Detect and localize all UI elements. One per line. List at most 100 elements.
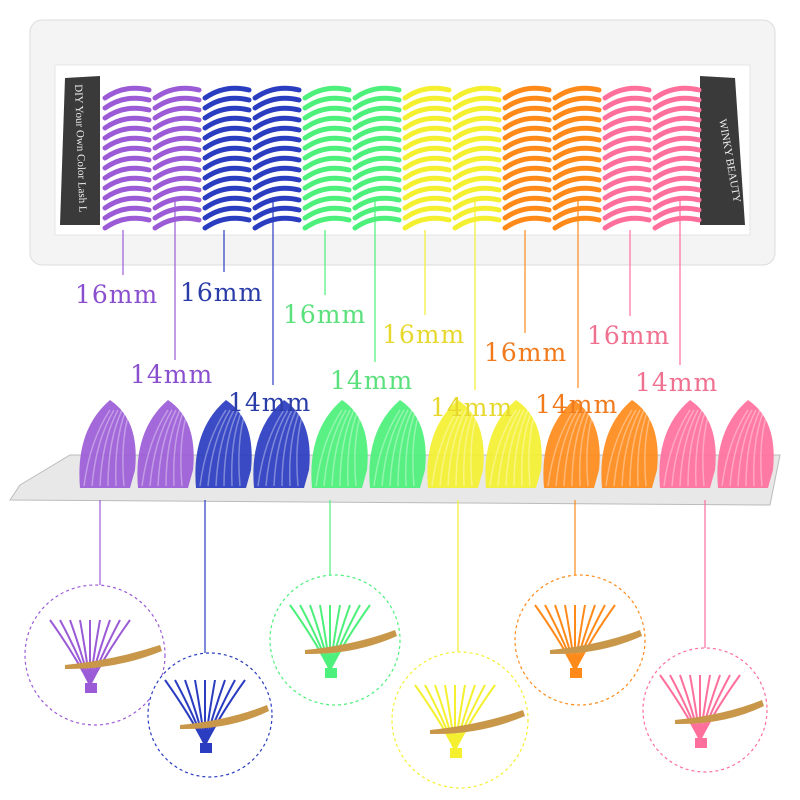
tray-lash-row — [602, 85, 652, 101]
lash-fiber — [455, 409, 471, 487]
lash-fiber — [555, 409, 579, 487]
tray-lash-row — [502, 195, 552, 211]
lash-base — [570, 668, 582, 678]
tray-lash-row — [602, 195, 652, 211]
tray-left-card — [60, 76, 100, 225]
tray-lash-row — [102, 205, 152, 221]
lash-fiber — [462, 409, 475, 487]
strip-lash-cluster — [311, 400, 368, 488]
tray-lash-row — [252, 95, 302, 111]
tray-lash-row — [352, 135, 402, 151]
length-label-14-purple: 14mm — [130, 360, 214, 389]
lash-fiber — [389, 409, 409, 487]
lash-fiber — [702, 409, 711, 487]
tray-lash-row — [302, 125, 352, 141]
tray-lash-row — [202, 95, 252, 111]
tray-lash-row — [452, 105, 502, 121]
lash-fiber — [729, 409, 753, 487]
strip-lash-cluster — [601, 400, 658, 488]
tray-lash-row — [152, 135, 202, 151]
tray-lash-row — [652, 165, 702, 181]
tray-lash-row — [452, 155, 502, 171]
tray-lash-row — [352, 145, 402, 161]
tray-lash-row — [352, 125, 402, 141]
strip-lash-cluster — [253, 400, 310, 488]
lash-fiber — [207, 409, 231, 487]
tweezers-icon — [180, 705, 269, 730]
lash-fiber — [613, 409, 637, 487]
tray-lash-row — [402, 85, 452, 101]
tray-lash-row — [352, 215, 402, 231]
tray-lash-row — [202, 85, 252, 101]
strip-lash-cluster — [485, 400, 542, 488]
tray-lash-row — [552, 165, 602, 181]
tray-lash-row — [602, 215, 652, 231]
tray-lash-row — [152, 215, 202, 231]
tweezers-icon — [675, 700, 764, 725]
tray-lash-row — [652, 95, 702, 111]
tray-lash-row — [502, 185, 552, 201]
tray-lash-row — [152, 185, 202, 201]
length-label-16-blue: 16mm — [180, 278, 264, 307]
tray-lash-row — [102, 115, 152, 131]
tray-lash-row — [652, 105, 702, 121]
tray-lash-row — [452, 205, 502, 221]
tray-lash-row — [552, 135, 602, 151]
lash-fiber — [315, 409, 343, 487]
tray-lash-row — [352, 165, 402, 181]
tray-lash-row — [102, 195, 152, 211]
tray-lash-row — [402, 125, 452, 141]
tray-lash-row — [102, 95, 152, 111]
lash-fiber — [288, 409, 301, 487]
strip-lash-cluster — [427, 400, 484, 488]
tray-lash-row — [602, 135, 652, 151]
lash-fiber — [629, 409, 645, 487]
lash-fiber — [323, 409, 347, 487]
tray-lash-row — [652, 215, 702, 231]
tray-lash-row — [252, 115, 302, 131]
tray-lash-row — [352, 205, 402, 221]
tweezers-icon — [430, 710, 525, 735]
lash-fiber — [296, 409, 305, 487]
lash-base — [85, 683, 97, 693]
tray-lash-row — [152, 85, 202, 101]
lash-fiber — [199, 409, 227, 487]
lash-fiber — [180, 409, 189, 487]
lash-fiber — [114, 409, 127, 487]
tray-lash-row — [102, 155, 152, 171]
tray-lash-row — [102, 125, 152, 141]
tray-lash-row — [202, 175, 252, 191]
tray-lash-row — [252, 135, 302, 151]
tray-lash-row — [102, 145, 152, 161]
tray-lash-row — [302, 215, 352, 231]
tray-lash-row — [352, 155, 402, 171]
tray-lash-row — [302, 185, 352, 201]
tray-lash-row — [502, 215, 552, 231]
tray-lash-row — [452, 175, 502, 191]
lash-base — [695, 738, 707, 748]
tray-lash-row — [502, 95, 552, 111]
tray-lash-row — [252, 155, 302, 171]
tray-lash-row — [202, 145, 252, 161]
tray-lash-row — [202, 155, 252, 171]
lash-fiber — [339, 409, 355, 487]
lash-fiber — [644, 409, 653, 487]
tray-lash-row — [102, 175, 152, 191]
length-label-14-green: 14mm — [330, 366, 414, 395]
lash-fiber — [679, 409, 699, 487]
lash-fiber — [99, 409, 119, 487]
tray-lash-row — [652, 185, 702, 201]
lash-base — [325, 668, 337, 678]
tray-lash-row — [252, 175, 302, 191]
tray-lash-row — [152, 205, 202, 221]
lash-fiber — [257, 409, 285, 487]
tray-lash-row — [302, 195, 352, 211]
lash-fiber — [397, 409, 413, 487]
lash-fiber — [605, 409, 633, 487]
tray-lash-row — [252, 105, 302, 121]
tray-lash-row — [602, 105, 652, 121]
tray-lash-row — [202, 135, 252, 151]
lash-fiber — [354, 409, 363, 487]
lash-fiber — [745, 409, 761, 487]
